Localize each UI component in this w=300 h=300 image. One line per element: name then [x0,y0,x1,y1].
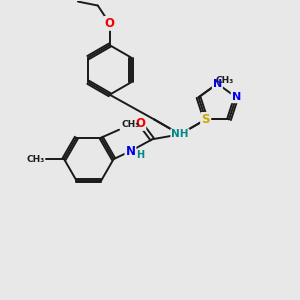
Text: N: N [125,145,135,158]
Text: H: H [136,150,144,160]
Text: N: N [201,115,210,124]
Text: N: N [213,79,222,88]
Text: NH: NH [171,129,189,139]
Text: CH₃: CH₃ [121,120,139,129]
Text: O: O [135,117,146,130]
Text: CH₃: CH₃ [215,76,234,85]
Text: O: O [105,17,115,30]
Text: N: N [232,92,241,102]
Text: CH₃: CH₃ [26,154,44,164]
Text: S: S [202,113,210,126]
